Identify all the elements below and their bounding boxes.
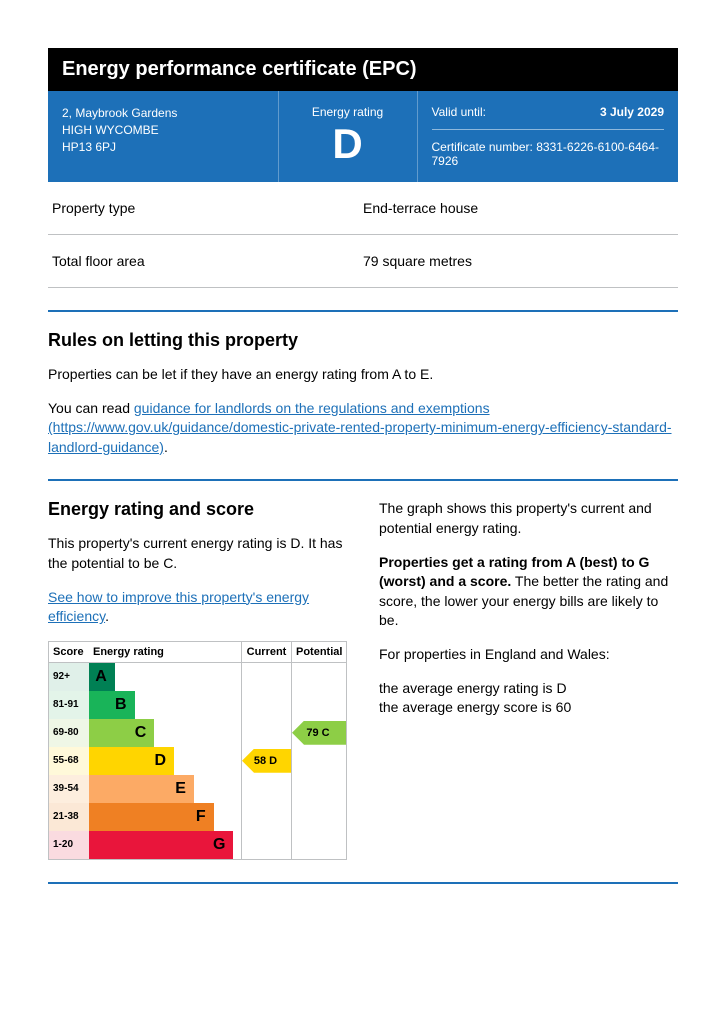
epc-rating-cell: E — [89, 775, 241, 803]
summary-panel: 2, Maybrook Gardens HIGH WYCOMBE HP13 6P… — [48, 91, 678, 182]
energy-rating-label: Energy rating — [279, 105, 417, 119]
epc-rating-cell: D — [89, 747, 241, 775]
address-line2: HIGH WYCOMBE — [62, 122, 264, 139]
epc-potential-cell — [291, 663, 346, 691]
epc-band-row: 39-54E — [49, 775, 346, 803]
epc-band-row: 1-20G — [49, 831, 346, 859]
epc-score-range: 92+ — [49, 663, 89, 691]
improve-efficiency-link[interactable]: See how to improve this property's energ… — [48, 589, 309, 625]
property-details-table: Property type End-terrace house Total fl… — [48, 182, 678, 288]
letting-heading: Rules on letting this property — [48, 330, 678, 351]
epc-score-range: 81-91 — [49, 691, 89, 719]
epc-rating-cell: F — [89, 803, 241, 831]
epc-potential-cell — [291, 691, 346, 719]
rating-p1: This property's current energy rating is… — [48, 534, 347, 573]
table-row: Property type End-terrace house — [48, 182, 678, 235]
rating-right-p1: The graph shows this property's current … — [379, 499, 678, 538]
epc-rating-cell: B — [89, 691, 241, 719]
rating-heading: Energy rating and score — [48, 499, 347, 520]
epc-rating-cell: G — [89, 831, 241, 859]
epc-current-marker: 58 D — [242, 749, 291, 773]
floor-area-label: Total floor area — [52, 253, 363, 269]
col-score: Score — [49, 642, 89, 662]
epc-chart-header: Score Energy rating Current Potential — [49, 642, 346, 663]
page-title-bar: Energy performance certificate (EPC) — [48, 48, 678, 91]
cert-number-label: Certificate number: — [432, 140, 533, 154]
epc-rating-cell: A — [89, 663, 241, 691]
address-postcode: HP13 6PJ — [62, 139, 264, 156]
epc-score-range: 1-20 — [49, 831, 89, 859]
epc-chart: Score Energy rating Current Potential 92… — [48, 641, 347, 860]
letting-p1: Properties can be let if they have an en… — [48, 365, 678, 385]
epc-band-e: E — [89, 775, 194, 803]
letting-guidance-link[interactable]: guidance for landlords on the regulation… — [48, 400, 672, 455]
epc-potential-cell — [291, 803, 346, 831]
epc-current-cell — [241, 775, 291, 803]
col-rating: Energy rating — [89, 642, 241, 662]
col-potential: Potential — [291, 642, 346, 662]
valid-until-label: Valid until: — [432, 105, 486, 119]
epc-rating-cell: C — [89, 719, 241, 747]
energy-rating-letter: D — [279, 123, 417, 165]
epc-score-range: 21-38 — [49, 803, 89, 831]
epc-potential-cell: 79 C — [291, 719, 346, 747]
epc-chart-body: 92+A81-91B69-80C79 C55-68D58 D39-54E21-3… — [49, 663, 346, 859]
floor-area-value: 79 square metres — [363, 253, 674, 269]
epc-band-c: C — [89, 719, 154, 747]
epc-current-cell — [241, 691, 291, 719]
page-title: Energy performance certificate (EPC) — [62, 58, 664, 81]
epc-band-b: B — [89, 691, 135, 719]
address-line1: 2, Maybrook Gardens — [62, 105, 264, 122]
epc-potential-marker: 79 C — [292, 721, 346, 745]
epc-band-row: 81-91B — [49, 691, 346, 719]
table-row: Total floor area 79 square metres — [48, 235, 678, 288]
energy-rating-badge: Energy rating D — [278, 91, 418, 182]
rating-improve: See how to improve this property's energ… — [48, 588, 347, 627]
epc-band-f: F — [89, 803, 214, 831]
epc-current-cell — [241, 831, 291, 859]
epc-band-row: 92+A — [49, 663, 346, 691]
divider — [432, 129, 665, 130]
epc-band-row: 21-38F — [49, 803, 346, 831]
rating-right-p2: Properties get a rating from A (best) to… — [379, 553, 678, 631]
epc-potential-cell — [291, 831, 346, 859]
epc-band-g: G — [89, 831, 233, 859]
epc-band-row: 55-68D 58 D — [49, 747, 346, 775]
epc-score-range: 55-68 — [49, 747, 89, 775]
valid-until-value: 3 July 2029 — [600, 105, 664, 119]
address-block: 2, Maybrook Gardens HIGH WYCOMBE HP13 6P… — [48, 91, 278, 182]
letting-p2: You can read guidance for landlords on t… — [48, 399, 678, 458]
epc-current-cell — [241, 719, 291, 747]
epc-band-row: 69-80C 79 C — [49, 719, 346, 747]
rating-right-p4: the average energy rating is D the avera… — [379, 679, 678, 718]
property-type-value: End-terrace house — [363, 200, 674, 216]
cert-info: Valid until: 3 July 2029 Certificate num… — [418, 91, 679, 182]
epc-potential-cell — [291, 775, 346, 803]
epc-band-d: D — [89, 747, 174, 775]
property-type-label: Property type — [52, 200, 363, 216]
rating-right-p3: For properties in England and Wales: — [379, 645, 678, 665]
section-divider — [48, 882, 678, 884]
section-divider — [48, 479, 678, 481]
epc-band-a: A — [89, 663, 115, 691]
col-current: Current — [241, 642, 291, 662]
epc-potential-cell — [291, 747, 346, 775]
epc-score-range: 69-80 — [49, 719, 89, 747]
epc-current-cell — [241, 803, 291, 831]
section-divider — [48, 310, 678, 312]
epc-current-cell — [241, 663, 291, 691]
epc-current-cell: 58 D — [241, 747, 291, 775]
epc-score-range: 39-54 — [49, 775, 89, 803]
